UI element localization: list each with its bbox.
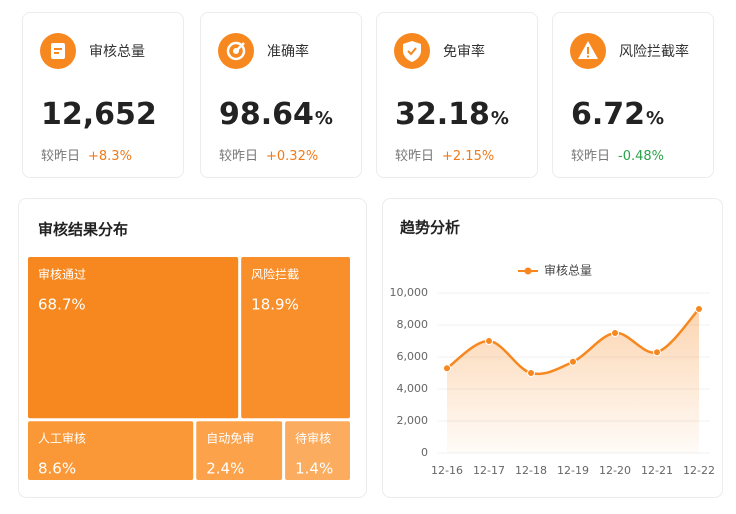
change: +0.32% [266, 149, 319, 164]
cell-label: 风险拦截 [251, 267, 299, 282]
treemap-cell [196, 421, 283, 480]
unit: % [646, 108, 665, 129]
treemap-cell [28, 421, 194, 480]
compare: 较昨日 +2.15% [395, 145, 494, 164]
legend-dot [524, 267, 532, 275]
compare-label: 较昨日 [395, 149, 435, 164]
treemap-cell [241, 257, 350, 419]
treemap-cell [285, 421, 350, 480]
icon [40, 33, 76, 69]
cell-label: 待审核 [295, 431, 331, 446]
card-value: 98.64% [219, 97, 333, 132]
cell-value: 18.9% [251, 296, 299, 314]
stat-card: 审核总量 12,652 较昨日 +8.3% [22, 12, 184, 178]
cell-value: 1.4% [295, 460, 333, 478]
card-value: 12,652 [41, 97, 157, 132]
y-tick-label: 0 [421, 446, 428, 459]
treemap-cell [28, 257, 239, 419]
value: 98.64 [219, 97, 314, 132]
y-tick-label: 2,000 [397, 414, 429, 427]
panel-title: 审核结果分布 [38, 221, 128, 239]
change: +8.3% [88, 149, 132, 164]
compare: 较昨日 +8.3% [41, 145, 132, 164]
unit: % [314, 108, 333, 129]
stat-card: 风险拦截率 6.72% 较昨日 -0.48% [552, 12, 714, 178]
value: 6.72 [571, 97, 646, 132]
x-tick-label: 12-16 [431, 464, 463, 477]
compare: 较昨日 +0.32% [219, 145, 318, 164]
x-tick-label: 12-17 [473, 464, 505, 477]
card-label: 审核总量 [89, 44, 145, 60]
y-tick-label: 4,000 [397, 382, 429, 395]
x-tick-label: 12-21 [641, 464, 673, 477]
compare-label: 较昨日 [219, 149, 259, 164]
icon [570, 33, 606, 69]
legend-label: 审核总量 [544, 263, 592, 278]
compare-label: 较昨日 [571, 149, 611, 164]
cell-value: 8.6% [38, 460, 76, 478]
y-tick-label: 10,000 [390, 286, 429, 299]
y-tick-label: 8,000 [397, 318, 429, 331]
cell-value: 2.4% [206, 460, 244, 478]
change: +2.15% [442, 149, 495, 164]
stat-card: 准确率 98.64% 较昨日 +0.32% [200, 12, 362, 178]
card-label: 准确率 [267, 44, 309, 60]
unit: % [490, 108, 509, 129]
point [443, 364, 451, 373]
stat-card: 免审率 32.18% 较昨日 +2.15% [376, 12, 538, 178]
cell-label: 人工审核 [38, 431, 86, 446]
point [527, 369, 535, 377]
panel-title: 趋势分析 [400, 219, 460, 237]
change: -0.48% [618, 149, 665, 164]
point [569, 357, 577, 366]
value: 12,652 [41, 97, 157, 132]
card-value: 6.72% [571, 97, 664, 132]
card-value: 32.18% [395, 97, 509, 132]
cell-label: 自动免审 [206, 431, 254, 446]
compare: 较昨日 -0.48% [571, 145, 664, 164]
point [611, 329, 619, 337]
cell-value: 68.7% [38, 296, 86, 314]
cell-label: 审核通过 [38, 267, 86, 282]
compare-label: 较昨日 [41, 149, 81, 164]
point [653, 348, 661, 357]
x-tick-label: 12-20 [599, 464, 631, 477]
x-tick-label: 12-22 [683, 464, 715, 477]
icon [394, 33, 430, 69]
value: 32.18 [395, 97, 490, 132]
point [695, 305, 703, 313]
icon [218, 33, 254, 69]
card-label: 免审率 [443, 44, 485, 60]
y-tick-label: 6,000 [397, 350, 429, 363]
x-tick-label: 12-19 [557, 464, 589, 477]
point [485, 337, 493, 345]
x-tick-label: 12-18 [515, 464, 547, 477]
card-label: 风险拦截率 [619, 44, 689, 60]
